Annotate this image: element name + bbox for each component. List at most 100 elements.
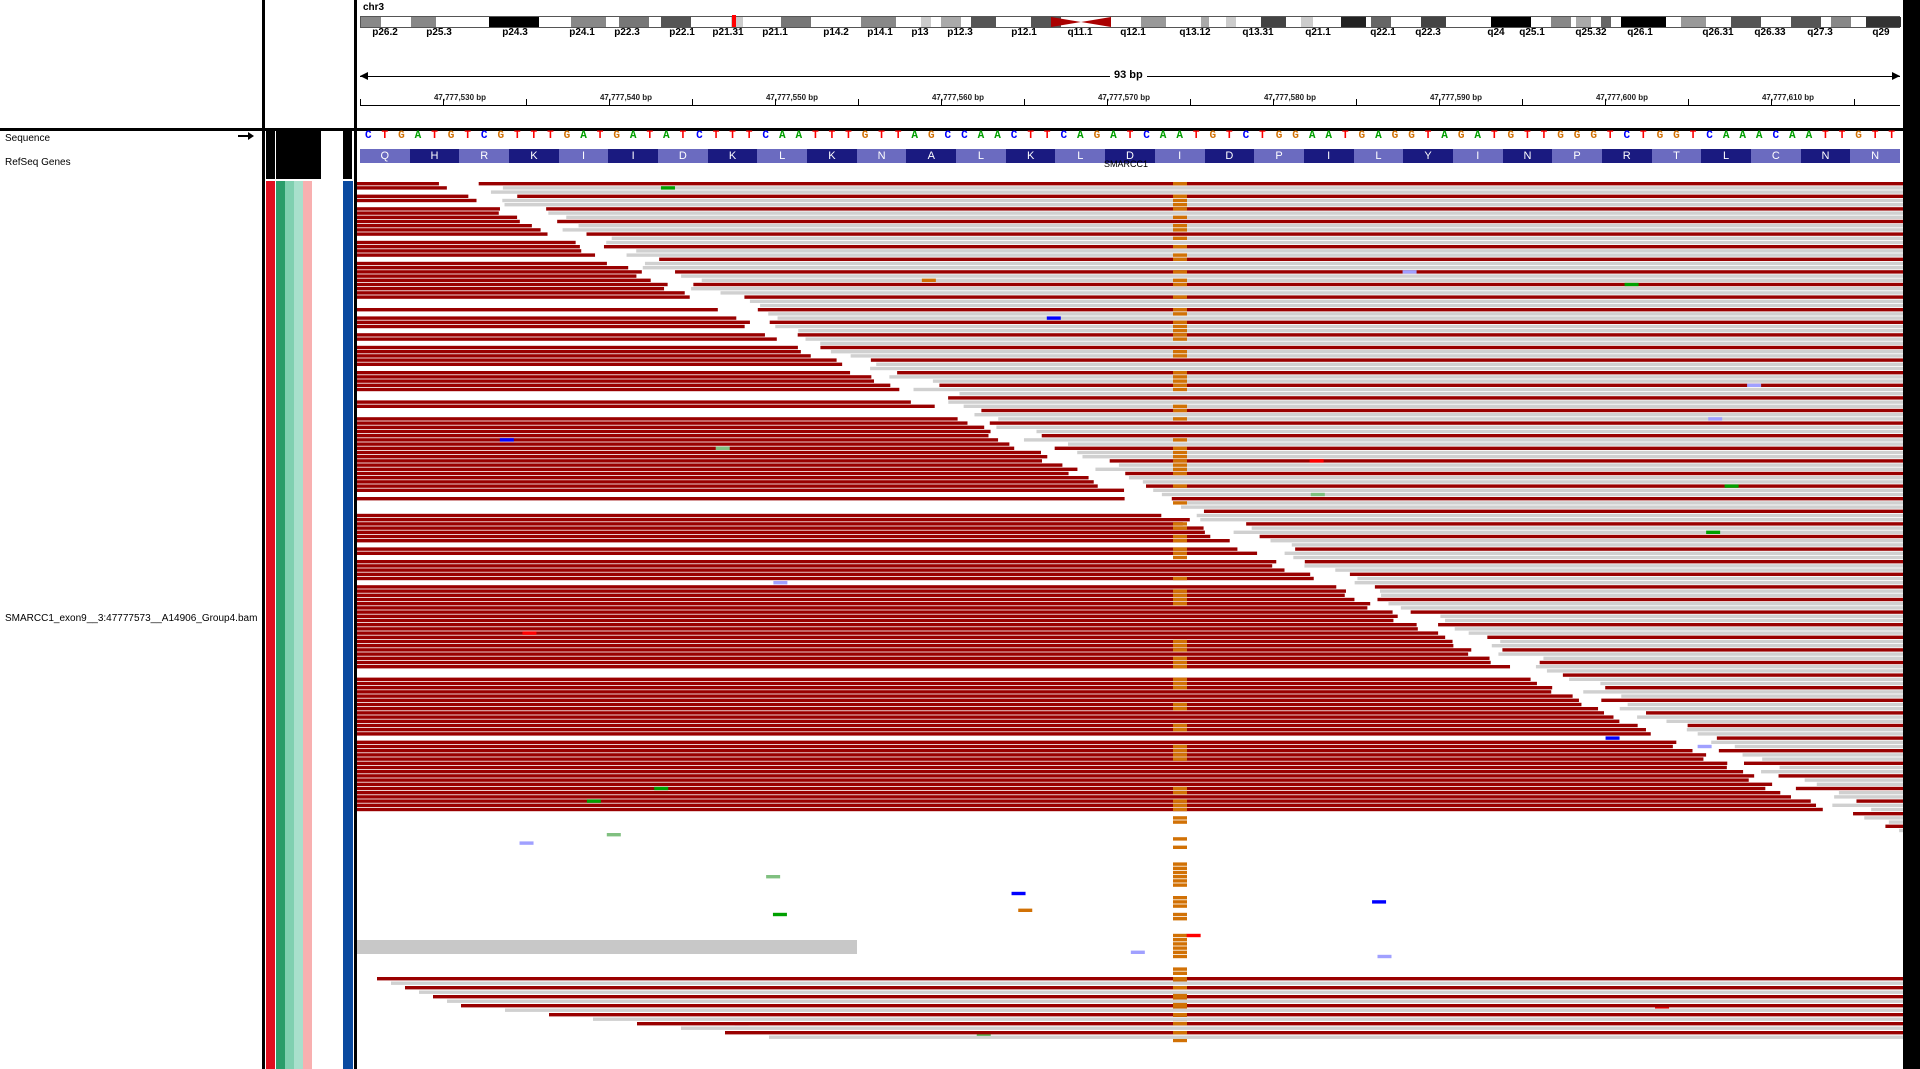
- read-forward: [1077, 450, 1903, 455]
- cytoband-label: q13.31: [1242, 27, 1274, 38]
- read-reverse: [357, 786, 1766, 791]
- read-forward: [377, 977, 1903, 981]
- read-reverse: [357, 471, 1069, 476]
- read-forward: [1761, 770, 1903, 774]
- attribute-column[interactable]: [294, 181, 303, 1069]
- sequence-base: A: [1474, 130, 1482, 142]
- sequence-base: T: [1871, 130, 1879, 142]
- attribute-column[interactable]: [344, 181, 353, 1069]
- read-reverse: [357, 639, 1453, 644]
- mismatch-base: [1173, 866, 1187, 870]
- ruler-tick-label: 47,777,600 bp: [1595, 93, 1649, 102]
- sequence-base: T: [812, 130, 819, 142]
- mismatch-base: [1173, 912, 1187, 917]
- mismatch-base: [1173, 883, 1187, 887]
- sequence-base: G: [1457, 130, 1465, 142]
- attribute-header[interactable]: [294, 131, 303, 179]
- read-forward: [1697, 732, 1903, 736]
- cytoband: [1791, 17, 1821, 27]
- sequence-base: C: [1706, 130, 1713, 142]
- read-forward: [798, 329, 1903, 333]
- read-forward: [1500, 639, 1903, 644]
- cytoband: [781, 17, 811, 27]
- attribute-column[interactable]: [266, 181, 275, 1069]
- read-forward: [1142, 480, 1903, 484]
- attribute-header[interactable]: [343, 131, 352, 179]
- scrollbar-track[interactable]: [1903, 0, 1920, 1069]
- sequence-base: A: [580, 130, 587, 142]
- read-reverse: [357, 627, 1418, 631]
- mismatch-base: [1173, 946, 1187, 950]
- mismatch-base: [1173, 879, 1187, 883]
- mismatch-base: [1173, 597, 1187, 602]
- read-alignments[interactable]: [357, 182, 1903, 1069]
- read-reverse: [357, 719, 1620, 723]
- sequence-base: A: [1722, 130, 1730, 142]
- read-forward: [1161, 492, 1903, 497]
- mismatch-base: [1173, 203, 1187, 207]
- read-reverse: [357, 287, 665, 291]
- sequence-base: A: [1441, 130, 1448, 142]
- mismatch-base: [1173, 686, 1187, 690]
- name-panel-divider[interactable]: [262, 0, 265, 1069]
- attribute-column[interactable]: [312, 181, 321, 1069]
- read-reverse: [357, 585, 1337, 589]
- attribute-column[interactable]: [285, 181, 294, 1069]
- mismatch-base: [1173, 308, 1187, 312]
- mismatch-base: [1173, 467, 1187, 471]
- mismatch-base: [1173, 194, 1187, 198]
- attribute-header[interactable]: [285, 131, 294, 179]
- attribute-header[interactable]: [303, 131, 312, 179]
- attribute-header[interactable]: [266, 131, 275, 179]
- read-reverse: [357, 568, 1285, 572]
- read-forward: [391, 981, 1903, 985]
- attribute-panel-divider[interactable]: [354, 0, 357, 1069]
- read-forward: [948, 400, 1903, 404]
- mismatch-base: [773, 581, 788, 585]
- cytoband-label: p21.31: [712, 27, 744, 38]
- gene-label[interactable]: SMARCC1: [1104, 159, 1149, 169]
- amino-acid: K: [707, 149, 758, 163]
- read-forward: [1054, 446, 1903, 450]
- read-forward: [1856, 799, 1903, 803]
- read-reverse: [357, 211, 499, 215]
- sequence-base: T: [1192, 130, 1200, 142]
- attribute-header[interactable]: [276, 131, 285, 179]
- sequence-base: C: [762, 130, 769, 142]
- attribute-column[interactable]: [276, 181, 285, 1069]
- read-forward: [1445, 618, 1903, 623]
- read-forward: [1853, 812, 1903, 816]
- mismatch-base: [1173, 471, 1187, 476]
- read-reverse: [357, 551, 1258, 555]
- attribute-header[interactable]: [312, 131, 321, 179]
- read-forward: [1468, 631, 1903, 635]
- read-forward: [889, 375, 1903, 379]
- sequence-track-label[interactable]: Sequence: [5, 133, 51, 144]
- amino-acid: C: [1750, 149, 1801, 163]
- chromosome-label[interactable]: chr3: [363, 2, 385, 13]
- sequence-base: A: [629, 130, 637, 142]
- strand-arrow-icon[interactable]: [238, 131, 254, 141]
- cytoband-label: p14.1: [867, 27, 893, 38]
- read-reverse: [357, 442, 1010, 446]
- refseq-track-label[interactable]: RefSeq Genes: [5, 157, 71, 168]
- read-reverse: [357, 450, 1041, 455]
- mismatch-base: [1173, 723, 1187, 728]
- read-reverse: [357, 602, 1371, 606]
- mismatch-base: [1173, 967, 1187, 971]
- attribute-column[interactable]: [303, 181, 312, 1069]
- mismatch-base: [1173, 182, 1187, 186]
- bam-track-label[interactable]: SMARCC1_exon9__3:47777573__A14906_Group4…: [5, 613, 258, 624]
- read-forward: [1295, 547, 1903, 551]
- sequence-base: G: [1590, 130, 1597, 142]
- read-reverse: [357, 665, 1511, 669]
- cytoband: [1261, 17, 1286, 27]
- mismatch-base: [1173, 404, 1187, 408]
- read-reverse: [357, 291, 685, 295]
- mismatch-base: [522, 631, 537, 635]
- read-reverse: [357, 681, 1537, 686]
- alignment-data-panel[interactable]: [357, 0, 1903, 1069]
- chromosome-ideogram[interactable]: [360, 15, 1901, 28]
